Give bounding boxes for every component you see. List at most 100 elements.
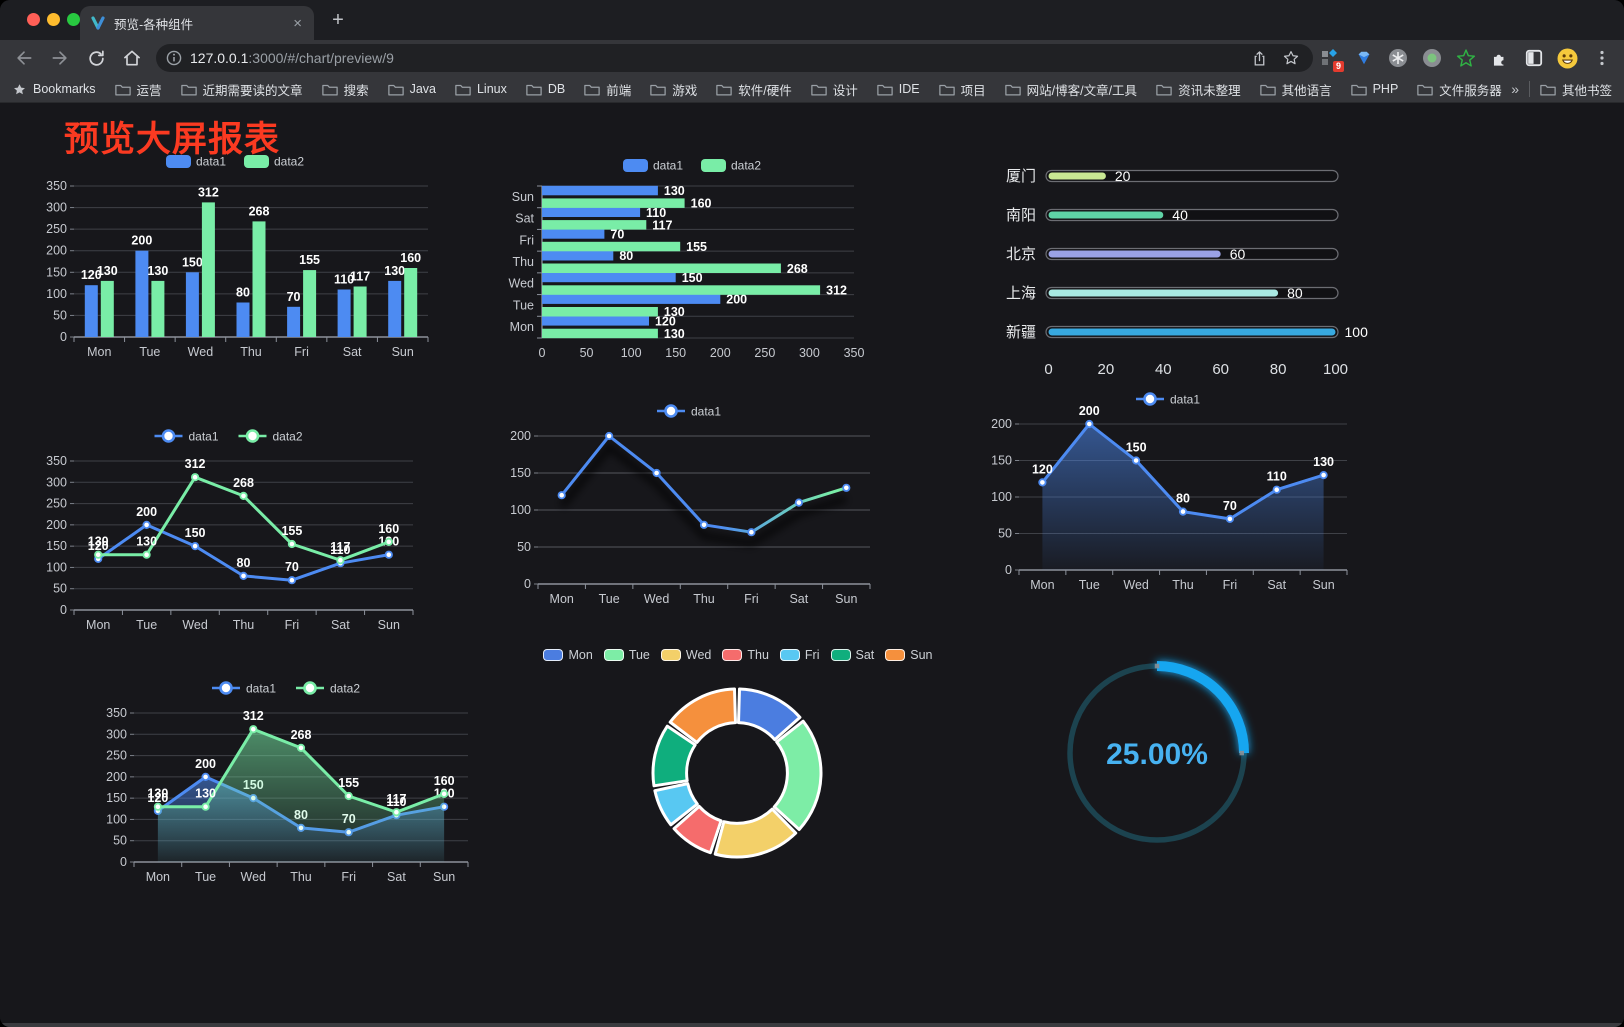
svg-text:100: 100 xyxy=(510,503,531,517)
svg-text:200: 200 xyxy=(510,429,531,443)
folder-icon xyxy=(1417,84,1434,95)
bookmark-item[interactable]: Linux xyxy=(455,82,507,96)
svg-text:80: 80 xyxy=(237,556,251,570)
bookmarks-overflow-chevron[interactable]: » xyxy=(1511,81,1519,97)
svg-text:Wed: Wed xyxy=(644,592,670,606)
minimize-window-button[interactable] xyxy=(47,13,60,26)
svg-text:50: 50 xyxy=(517,540,531,554)
legend-item-thu[interactable]: Thu xyxy=(722,648,769,662)
back-icon[interactable] xyxy=(10,44,38,72)
close-window-button[interactable] xyxy=(27,13,40,26)
svg-text:data2: data2 xyxy=(274,155,304,169)
svg-text:40: 40 xyxy=(1172,207,1188,223)
svg-text:data1: data1 xyxy=(653,159,683,173)
bookmark-item[interactable]: 前端 xyxy=(584,80,631,99)
svg-text:新疆: 新疆 xyxy=(1006,324,1036,341)
share-icon[interactable] xyxy=(1247,46,1271,70)
svg-text:data2: data2 xyxy=(273,430,303,444)
bookmark-item[interactable]: 项目 xyxy=(938,80,986,99)
bookmark-item[interactable]: IDE xyxy=(877,82,920,96)
browser-tab[interactable]: 预览-各种组件 × xyxy=(80,6,314,40)
svg-text:150: 150 xyxy=(46,265,67,279)
svg-text:Mon: Mon xyxy=(87,345,111,359)
bookmark-item[interactable]: 软件/硬件 xyxy=(716,80,792,99)
svg-text:data1: data1 xyxy=(196,155,226,169)
legend-item-sat[interactable]: Sat xyxy=(830,648,874,662)
extension-green-star-icon[interactable] xyxy=(1455,48,1476,69)
svg-text:130: 130 xyxy=(664,327,685,341)
chart-horizontal-bar: data1 data2 Mon 120 130 Tue 200 130 Wed 150 312 Thu… xyxy=(498,152,890,364)
svg-text:100: 100 xyxy=(991,490,1012,504)
chart-line-gradient: data1 0 50 100 150 200 Mon Tue Wed Thu Fri Sat Sun xyxy=(502,398,880,610)
svg-text:Sun: Sun xyxy=(433,870,455,884)
svg-text:268: 268 xyxy=(291,728,312,742)
svg-text:200: 200 xyxy=(991,417,1012,431)
bookmark-item[interactable]: 文件服务器 xyxy=(1417,80,1502,99)
other-bookmarks[interactable]: 其他书签 xyxy=(1540,80,1612,99)
extensions-puzzle-icon[interactable] xyxy=(1489,48,1510,69)
reload-icon[interactable] xyxy=(82,44,110,72)
svg-text:150: 150 xyxy=(185,526,206,540)
tab-close-icon[interactable]: × xyxy=(293,14,302,32)
other-bookmarks-label: 其他书签 xyxy=(1561,83,1612,98)
svg-text:100: 100 xyxy=(46,560,67,574)
tab-favicon xyxy=(91,16,105,30)
svg-text:Mon: Mon xyxy=(146,870,170,884)
svg-text:Fri: Fri xyxy=(294,345,309,359)
svg-text:120: 120 xyxy=(88,539,109,553)
bookmark-item[interactable]: 近期需要读的文章 xyxy=(180,80,303,99)
folder-icon xyxy=(180,84,197,95)
svg-text:110: 110 xyxy=(334,273,354,287)
bookmark-item[interactable]: 资讯未整理 xyxy=(1156,80,1241,99)
browser-menu-icon[interactable] xyxy=(1591,48,1612,69)
home-icon[interactable] xyxy=(118,44,146,72)
bookmark-item[interactable]: PHP xyxy=(1350,82,1398,96)
bookmark-item[interactable]: Java xyxy=(387,82,436,96)
bookmark-item[interactable]: 游戏 xyxy=(650,80,697,99)
svg-text:268: 268 xyxy=(233,476,254,490)
svg-text:Sun: Sun xyxy=(512,190,534,204)
svg-text:130: 130 xyxy=(664,184,685,198)
bookmark-item[interactable]: 网站/博客/文章/工具 xyxy=(1004,80,1137,99)
svg-text:120: 120 xyxy=(81,268,102,282)
bookmark-item[interactable]: DB xyxy=(526,82,565,96)
svg-text:200: 200 xyxy=(1079,404,1100,418)
legend-item-wed[interactable]: Wed xyxy=(660,648,711,662)
page-info-icon[interactable] xyxy=(166,50,182,66)
profile-avatar-emoji[interactable] xyxy=(1557,48,1578,69)
extension-grid-icon[interactable]: 9 xyxy=(1319,48,1344,72)
bookmark-star-icon[interactable] xyxy=(1279,46,1303,70)
bookmark-item[interactable]: 其他语言 xyxy=(1259,80,1332,99)
svg-text:150: 150 xyxy=(682,271,703,285)
folder-icon xyxy=(455,84,471,95)
legend-item-fri[interactable]: Fri xyxy=(779,648,820,662)
svg-text:Mon: Mon xyxy=(510,320,534,334)
bookmark-item[interactable]: 运营 xyxy=(114,80,162,99)
bookmark-item[interactable]: 搜索 xyxy=(321,80,369,99)
fullscreen-window-button[interactable] xyxy=(67,13,80,26)
legend-item-mon[interactable]: Mon xyxy=(543,648,593,662)
svg-text:上海: 上海 xyxy=(1006,285,1036,302)
legend-item-tue[interactable]: Tue xyxy=(603,648,650,662)
bookmarks-manager[interactable]: Bookmarks xyxy=(12,82,96,97)
svg-text:160: 160 xyxy=(691,197,712,211)
extension-snowflake-icon[interactable] xyxy=(1387,48,1408,69)
svg-text:Sat: Sat xyxy=(387,870,406,884)
extension-gem-icon[interactable] xyxy=(1353,48,1374,69)
svg-text:Mon: Mon xyxy=(86,618,110,632)
legend-item-sun[interactable]: Sun xyxy=(885,648,933,662)
split-square-icon[interactable] xyxy=(1523,48,1544,69)
folder-icon xyxy=(650,84,666,95)
extension-green-dot-icon[interactable] xyxy=(1421,48,1442,69)
svg-text:0: 0 xyxy=(524,577,531,591)
svg-text:data1: data1 xyxy=(246,682,276,696)
bookmark-item[interactable]: 设计 xyxy=(811,80,858,99)
url-bar[interactable]: 127.0.0.1:3000/#/chart/preview/9 xyxy=(156,44,1313,72)
svg-text:200: 200 xyxy=(46,244,67,258)
svg-text:Mon: Mon xyxy=(1030,578,1054,592)
forward-icon[interactable] xyxy=(46,44,74,72)
svg-text:120: 120 xyxy=(147,791,168,805)
new-tab-button[interactable]: + xyxy=(332,9,344,31)
chart-grouped-bar: data1 data2 0 50 100 150 200 250 300 350 Mon Tue Wed… xyxy=(38,148,436,363)
